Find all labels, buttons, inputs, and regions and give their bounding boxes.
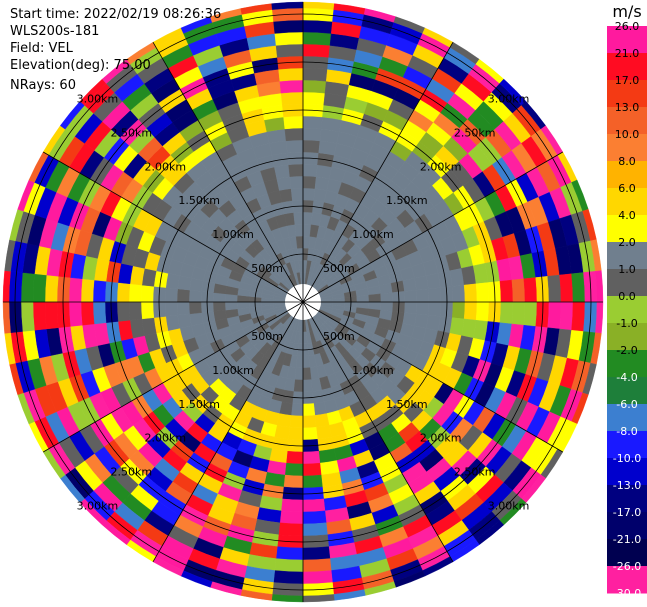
colorbar-cell — [607, 323, 647, 351]
azimuth-spoke — [152, 41, 304, 303]
colorbar-cell — [607, 80, 647, 108]
colorbar-tick-label: 4.0 — [618, 209, 636, 222]
azimuth-spoke — [42, 301, 304, 453]
range-ring-label: 1.00km — [352, 228, 394, 241]
colorbar-tick-label: -13.0 — [613, 479, 641, 492]
colorbar-tick-label: 10.0 — [615, 128, 640, 141]
start-time-label: Start time: 2022/02/19 08:26:36 — [10, 7, 222, 22]
colorbar-cell — [607, 107, 647, 135]
colorbar-tick-label: 21.0 — [615, 47, 640, 60]
range-ring-label: 1.50km — [178, 398, 220, 411]
colorbar-cell — [607, 512, 647, 540]
range-ring-label: 2.00km — [145, 160, 187, 173]
range-ring-label: 2.50km — [111, 126, 153, 139]
azimuth-spoke — [42, 151, 304, 303]
range-ring-label: 3.00km — [488, 500, 530, 513]
colorbar-cell — [607, 485, 647, 513]
colorbar-ticks: 26.0 21.0 17.0 13.0 10.0 8.0 6.0 4.0 2.0 1.0 0.0 -1… — [613, 20, 641, 600]
range-ring-label: 1.50km — [386, 194, 428, 207]
colorbar-unit: m/s — [612, 2, 641, 21]
colorbar-tick-label: -6.0 — [616, 398, 637, 411]
instrument-label: WLS200s-181 — [10, 24, 100, 39]
colorbar-tick-label: 26.0 — [615, 20, 640, 33]
colorbar-tick-label: 6.0 — [618, 182, 636, 195]
range-ring-label: 1.00km — [352, 364, 394, 377]
colorbar-tick-label: 17.0 — [615, 74, 640, 87]
colorbar-cell — [607, 539, 647, 567]
range-ring-label: 500m — [323, 330, 355, 343]
info-panel: Start time: 2022/02/19 08:26:36 WLS200s-… — [10, 6, 221, 94]
colorbar-cell — [607, 296, 647, 324]
colorbar-cell — [607, 566, 647, 594]
colorbar-tick-label: 2.0 — [618, 236, 636, 249]
range-ring-label: 3.00km — [77, 500, 119, 513]
range-ring-label: 1.00km — [212, 364, 254, 377]
colorbar-tick-label: -26.0 — [613, 560, 641, 573]
range-ring-label: 1.50km — [386, 398, 428, 411]
range-ring-label: 1.50km — [178, 194, 220, 207]
range-ring-label: 500m — [251, 262, 283, 275]
colorbar-tick-label: -17.0 — [613, 506, 641, 519]
colorbar-tick-label: -10.0 — [613, 452, 641, 465]
range-ring-label: 2.50km — [454, 466, 496, 479]
colorbar-cell — [607, 26, 647, 54]
colorbar-cells — [607, 26, 647, 594]
range-ring-label: 500m — [251, 330, 283, 343]
colorbar-tick-label: -2.0 — [616, 344, 637, 357]
colorbar-tick-label: -1.0 — [616, 317, 637, 330]
range-ring-label: 3.00km — [77, 92, 119, 105]
azimuth-spokes — [3, 2, 603, 602]
velocity-sectors — [2, 1, 604, 603]
range-ring-labels: 500m 500m 500m 500m 1.00km 1.00km 1.00km 1.00km… — [77, 92, 530, 512]
colorbar-cell — [607, 53, 647, 81]
azimuth-spoke — [302, 151, 564, 303]
colorbar-cell — [607, 404, 647, 432]
range-ring-label: 2.50km — [454, 126, 496, 139]
colorbar-tick-label: -8.0 — [616, 425, 637, 438]
azimuth-spoke — [302, 301, 454, 563]
range-ring-label: 2.00km — [420, 160, 462, 173]
colorbar-cell — [607, 431, 647, 459]
colorbar-tick-label: 1.0 — [618, 263, 636, 276]
range-ring-label: 500m — [323, 262, 355, 275]
nrays-label: NRays: 60 — [10, 78, 76, 93]
range-ring-label: 3.00km — [488, 92, 530, 105]
range-ring-label: 2.50km — [111, 466, 153, 479]
colorbar-cell — [607, 458, 647, 486]
field-label: Field: VEL — [10, 41, 73, 56]
colorbar-cell — [607, 350, 647, 378]
colorbar-tick-label: 8.0 — [618, 155, 636, 168]
colorbar-tick-label: 0.0 — [618, 290, 636, 303]
azimuth-spoke — [152, 301, 304, 563]
range-ring-label: 2.00km — [420, 432, 462, 445]
range-ring-label: 1.00km — [212, 228, 254, 241]
colorbar-tick-label: -4.0 — [616, 371, 637, 384]
colorbar-cell — [607, 269, 647, 297]
colorbar-cell — [607, 134, 647, 162]
colorbar-tick-label: -30.0 — [613, 587, 641, 600]
elevation-label: Elevation(deg): 75.00 — [10, 58, 151, 73]
azimuth-spoke — [302, 41, 454, 303]
colorbar-cell — [607, 242, 647, 270]
colorbar-cell — [607, 161, 647, 189]
colorbar-tick-label: 13.0 — [615, 101, 640, 114]
colorbar-cell — [607, 215, 647, 243]
colorbar-cell — [607, 188, 647, 216]
azimuth-spoke — [302, 301, 564, 453]
range-ring-label: 2.00km — [145, 432, 187, 445]
colorbar-cell — [607, 377, 647, 405]
colorbar-tick-label: -21.0 — [613, 533, 641, 546]
